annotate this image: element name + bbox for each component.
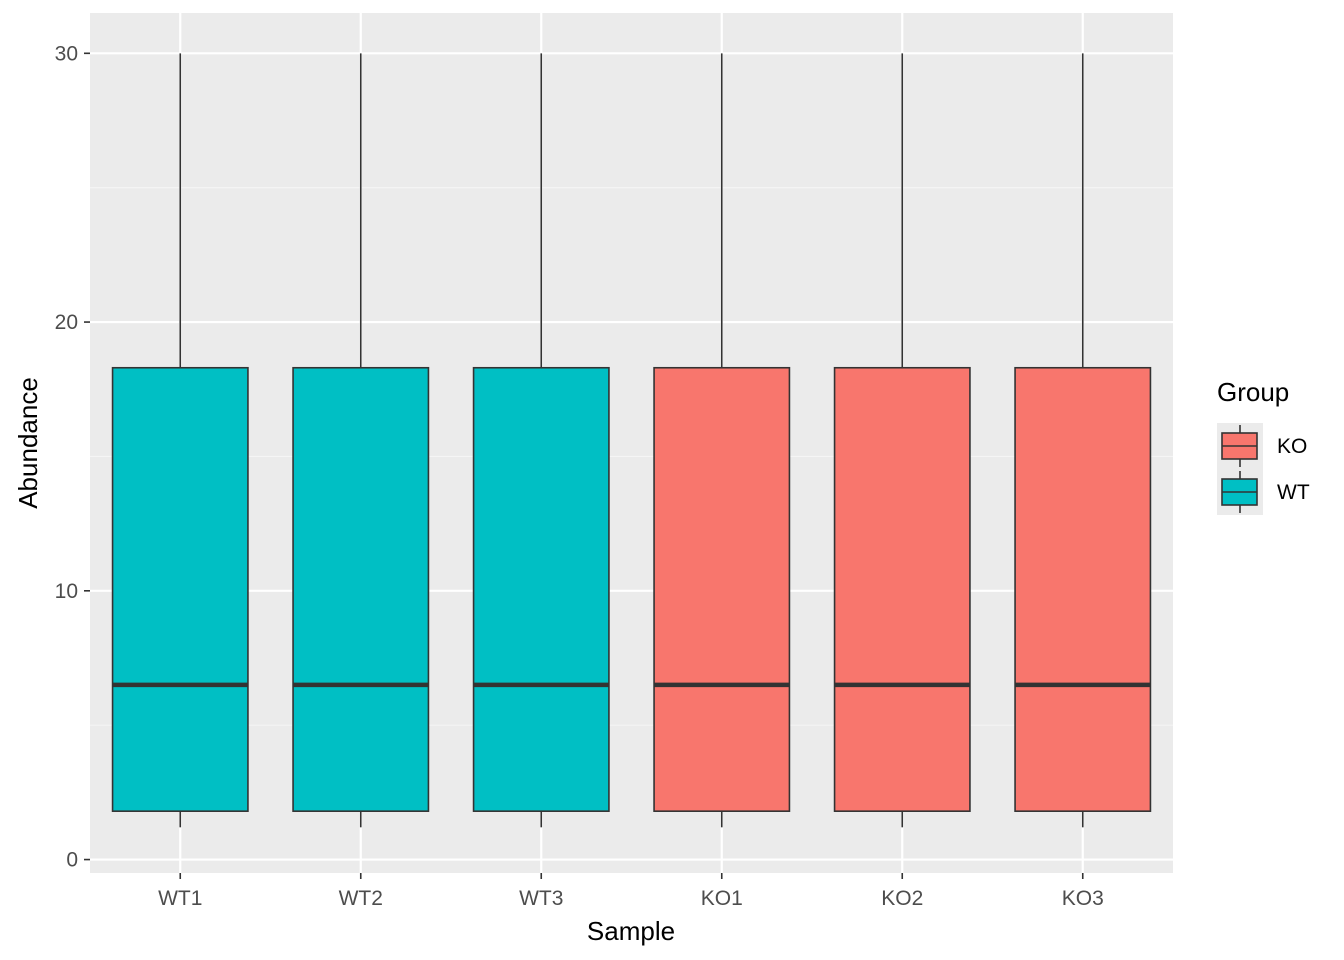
x-tick-label: WT2: [339, 887, 383, 910]
box-body: [111, 366, 249, 812]
box-body: [653, 366, 791, 812]
box-body: [472, 366, 610, 812]
box-body: [833, 366, 971, 812]
minor-grid: [90, 187, 1173, 726]
legend: Group KO WT: [1217, 377, 1310, 515]
box-wt3: [472, 53, 610, 828]
box-wt1: [111, 53, 249, 828]
x-tick-label: WT3: [519, 887, 563, 910]
box-wt2: [292, 53, 430, 828]
y-tick-label: 20: [55, 311, 78, 334]
plot-panel: [90, 13, 1173, 873]
legend-entry-ko: KO: [1217, 423, 1307, 469]
y-axis: 0 10 20 30: [55, 42, 90, 872]
x-axis: WT1 WT2 WT3 KO1 KO2 KO3: [158, 873, 1104, 910]
box-ko1: [653, 53, 791, 828]
x-tick-label: KO3: [1062, 887, 1104, 910]
boxes: [111, 53, 1152, 828]
legend-label: KO: [1277, 435, 1307, 458]
box-ko3: [1014, 53, 1152, 828]
x-tick-label: KO2: [881, 887, 923, 910]
x-tick-label: KO1: [701, 887, 743, 910]
x-tick-label: WT1: [158, 887, 202, 910]
y-axis-title: Abundance: [13, 377, 43, 509]
box-ko2: [833, 53, 971, 828]
box-body: [292, 366, 430, 812]
box-body: [1014, 366, 1152, 812]
legend-entry-wt: WT: [1217, 469, 1310, 515]
x-axis-title: Sample: [587, 916, 675, 946]
legend-label: WT: [1277, 481, 1310, 504]
y-tick-label: 0: [66, 849, 78, 872]
legend-title: Group: [1217, 377, 1289, 407]
y-tick-label: 10: [55, 580, 78, 603]
y-tick-label: 30: [55, 42, 78, 65]
